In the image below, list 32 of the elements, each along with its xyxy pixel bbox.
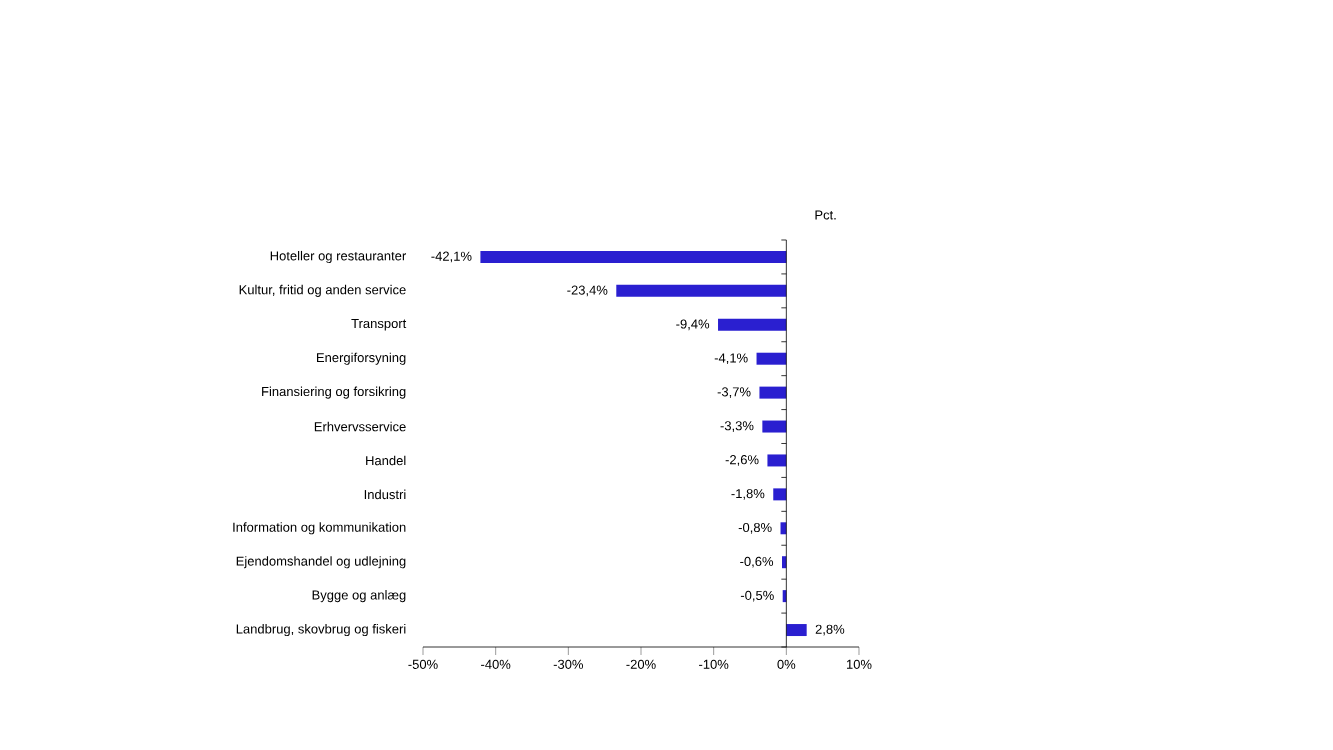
y-tick-label: Industri [364,489,406,500]
data-label: -0,5% [740,590,774,602]
data-label: 2,8% [815,624,845,636]
x-tick-label: -40% [481,659,511,669]
y-tick-label: Kultur, fritid og anden service [239,284,406,297]
data-label: -9,4% [676,319,710,331]
data-label: -2,6% [725,455,759,466]
y-tick-label: Erhvervsservice [314,421,406,432]
y-tick-label: Landbrug, skovbrug og fiskeri [236,623,406,637]
y-tick-label: Energiforsyning [317,352,406,365]
y-tick-label: Hoteller og restauranter [270,250,407,264]
data-label: -42,1% [431,251,472,263]
data-label: -1,8% [731,489,765,500]
x-tick-label: -20% [626,659,656,669]
data-label: -3,7% [717,387,751,398]
data-label: -3,3% [720,421,754,432]
x-tick-label: 10% [846,659,872,669]
x-tick-label: 0% [777,659,796,669]
x-tick-label: -10% [699,659,729,669]
data-label: -0,6% [740,556,774,568]
y-tick-label: Transport [351,318,407,331]
y-tick-label: Information og kommunikation [233,522,406,535]
data-label: -0,8% [738,522,772,534]
text: Pct. [815,210,836,220]
x-tick-label: -30% [553,659,584,669]
y-tick-label: Bygge og anlæg [312,590,406,603]
y-tick-label: Handel [366,455,406,466]
y-tick-label: Finansiering og forsikring [262,386,406,399]
data-label: -23,4% [567,285,608,297]
x-tick-label: -50% [408,659,438,669]
y-tick-label: Ejendomshandel og udlejning [236,556,406,569]
data-label: -4,1% [714,353,748,365]
